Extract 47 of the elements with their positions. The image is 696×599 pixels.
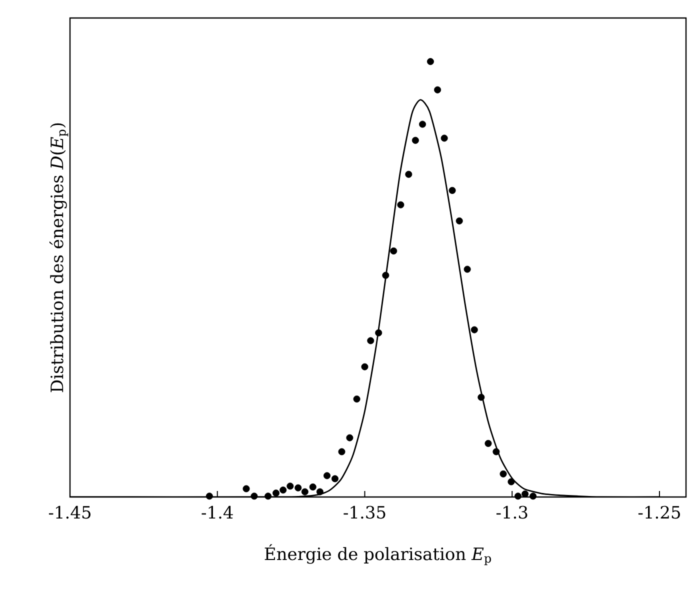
point bbox=[522, 490, 529, 498]
point bbox=[272, 490, 280, 497]
point bbox=[382, 272, 390, 279]
point bbox=[353, 396, 360, 403]
x-tick-label: -1.3 bbox=[496, 506, 528, 519]
point bbox=[508, 478, 515, 486]
point bbox=[316, 488, 324, 496]
point bbox=[338, 448, 346, 456]
point bbox=[484, 440, 492, 447]
point bbox=[412, 136, 419, 144]
point bbox=[294, 484, 302, 492]
point bbox=[331, 475, 338, 482]
x-tick-label: -1.35 bbox=[344, 506, 386, 519]
point bbox=[264, 492, 272, 500]
point bbox=[514, 492, 522, 500]
point bbox=[464, 266, 471, 273]
point bbox=[397, 201, 404, 208]
x-tick-label: -1.4 bbox=[202, 506, 233, 519]
point bbox=[456, 217, 463, 224]
point bbox=[478, 394, 485, 401]
point bbox=[492, 448, 500, 456]
point bbox=[448, 186, 456, 194]
point bbox=[324, 472, 331, 480]
point bbox=[309, 483, 316, 490]
y-axis-title: Distribution des énergies D(E$_{p}$) bbox=[49, 123, 68, 392]
point bbox=[346, 434, 354, 442]
point bbox=[390, 247, 398, 254]
point bbox=[242, 485, 250, 492]
point bbox=[419, 120, 426, 128]
point bbox=[375, 329, 382, 336]
point bbox=[367, 337, 374, 344]
point bbox=[470, 326, 478, 334]
point bbox=[434, 86, 442, 94]
point bbox=[286, 482, 294, 490]
point bbox=[250, 492, 258, 500]
point bbox=[206, 492, 213, 500]
x-tick-label: -1.45 bbox=[48, 506, 90, 519]
x-axis-title: Énergie de polarisation E$_{p}$ bbox=[264, 544, 491, 566]
point bbox=[426, 58, 434, 66]
point bbox=[440, 134, 448, 142]
point bbox=[280, 486, 287, 494]
point bbox=[361, 363, 368, 370]
point bbox=[405, 170, 412, 178]
point bbox=[301, 488, 308, 496]
point bbox=[530, 492, 537, 500]
x-tick-label: -1.25 bbox=[638, 506, 680, 519]
point bbox=[500, 470, 507, 478]
